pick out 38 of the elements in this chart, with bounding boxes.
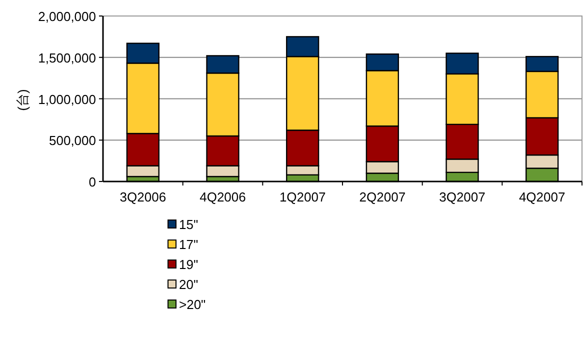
y-tick-label: 1,000,000 — [38, 92, 96, 107]
x-tick-label: 3Q2007 — [439, 190, 486, 204]
y-tick-label: 0 — [88, 174, 96, 190]
x-tick-label: 4Q2006 — [200, 190, 246, 204]
bar — [206, 55, 240, 74]
y-tick-label: 500,000 — [49, 133, 96, 148]
legend-label: 17" — [179, 237, 198, 252]
y-tick-label: 1,500,000 — [38, 50, 96, 66]
bar — [446, 124, 479, 160]
bar — [206, 135, 240, 166]
bar — [446, 73, 479, 126]
bar — [126, 42, 160, 64]
y-tick-label: 2,000,000 — [38, 9, 96, 24]
bar — [206, 72, 240, 137]
bar — [446, 52, 479, 75]
bar — [126, 132, 160, 166]
x-tick-label: 3Q2006 — [120, 190, 166, 204]
bar — [526, 117, 559, 156]
bar — [366, 161, 399, 174]
legend-label: 20" — [179, 277, 198, 292]
bar — [366, 125, 399, 162]
bar — [526, 56, 559, 72]
x-tick-label: 2Q2007 — [359, 190, 406, 204]
legend-label: >20" — [179, 297, 206, 312]
bar — [446, 158, 479, 173]
legend-label: 15" — [179, 217, 198, 232]
bar — [366, 70, 399, 127]
bar — [526, 154, 559, 169]
bar — [126, 62, 160, 134]
x-tick-label: 1Q2007 — [279, 190, 326, 204]
legend-label: 19" — [179, 257, 198, 272]
bar — [366, 53, 399, 72]
bar — [526, 70, 559, 118]
bar — [286, 130, 320, 166]
bar — [286, 36, 320, 58]
x-tick-label: 4Q2007 — [518, 190, 566, 204]
bar — [286, 56, 320, 131]
y-axis-title: (台) — [15, 89, 30, 111]
